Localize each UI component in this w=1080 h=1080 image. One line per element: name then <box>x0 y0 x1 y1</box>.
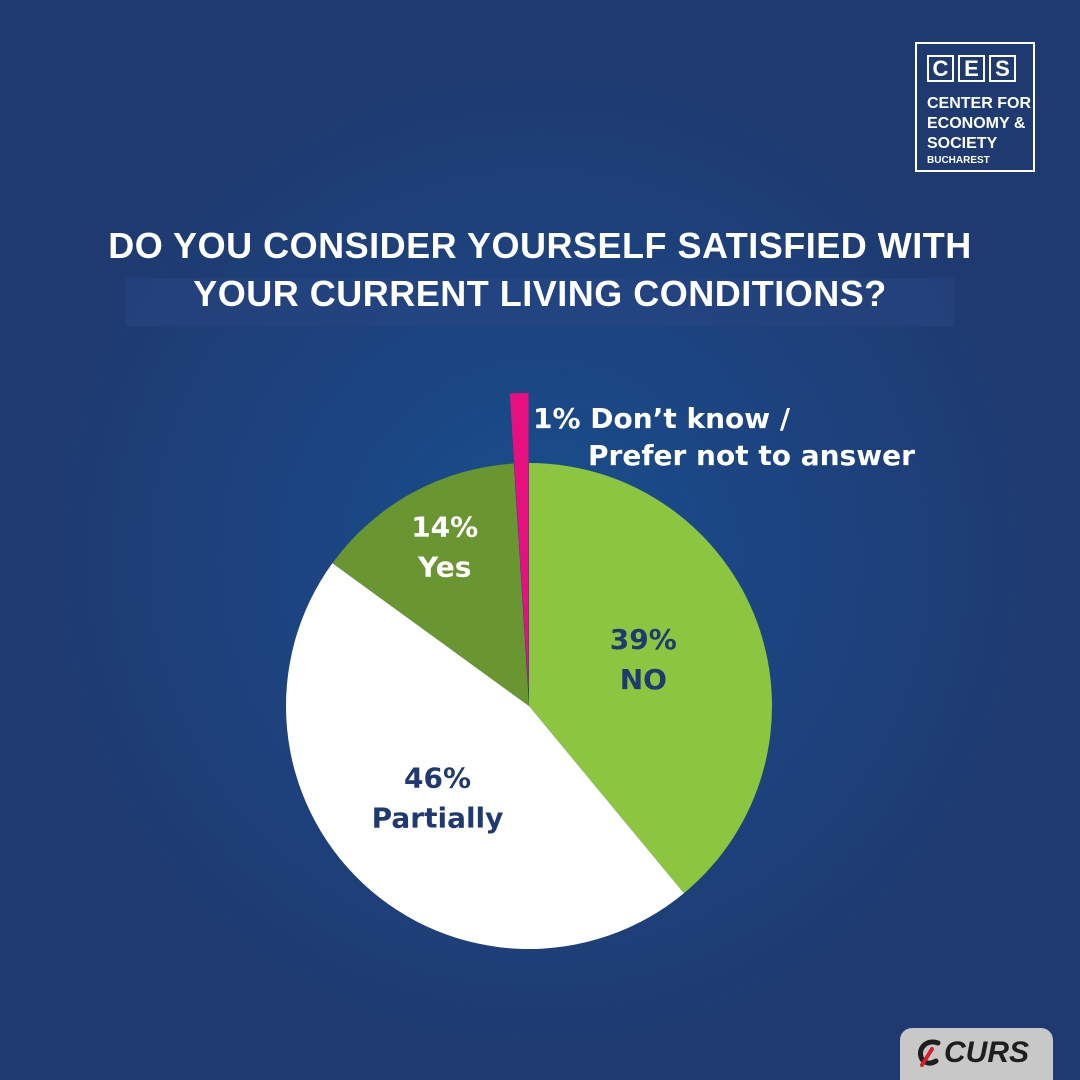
logo-letter-e: E <box>958 55 985 82</box>
pie-value-label-2: 14% <box>411 511 478 544</box>
pie-labels: 39% NO 46% Partially 14% Yes 1% Don’t know / Pr… <box>372 402 915 834</box>
curs-logo: CURS <box>900 1028 1053 1080</box>
pie-slice-don-t-know-prefer-not-to-answer <box>509 393 529 692</box>
logo-letter-boxes: C E S <box>927 55 1016 82</box>
pie-slice-partially <box>285 563 684 950</box>
logo-line-3: SOCIETY <box>927 135 998 152</box>
curs-swoosh-icon <box>917 1039 941 1067</box>
curs-brand-text: CURS <box>944 1036 1030 1069</box>
pie-slice-yes <box>332 463 529 706</box>
pie-value-label-1: 46% <box>404 761 471 794</box>
logo-line-4: BUCHAREST <box>927 155 990 166</box>
pie-slice-no <box>529 463 773 894</box>
callout-line-2: Prefer not to answer <box>588 439 915 472</box>
ces-logo: C E S CENTER FOR ECONOMY & SOCIETY BUCHA… <box>915 42 1035 172</box>
pie-value-label-0: 39% <box>610 623 677 656</box>
chart-title: DO YOU CONSIDER YOURSELF SATISFIED WITH … <box>40 222 1040 318</box>
title-highlight-band <box>125 278 955 326</box>
logo-letter-s: S <box>989 55 1016 82</box>
pie-category-label-1: Partially <box>372 801 504 834</box>
logo-line-1: CENTER FOR <box>927 95 1031 112</box>
title-line-1: DO YOU CONSIDER YOURSELF SATISFIED WITH <box>108 225 972 266</box>
title-line-2: YOUR CURRENT LIVING CONDITIONS? <box>193 273 887 314</box>
logo-line-2: ECONOMY & <box>927 115 1026 132</box>
callout-line-1: 1% Don’t know / <box>533 402 791 435</box>
pie-slices <box>285 393 773 950</box>
logo-letter-c: C <box>927 55 954 82</box>
pie-category-label-2: Yes <box>417 551 471 584</box>
pie-category-label-0: NO <box>620 663 667 696</box>
